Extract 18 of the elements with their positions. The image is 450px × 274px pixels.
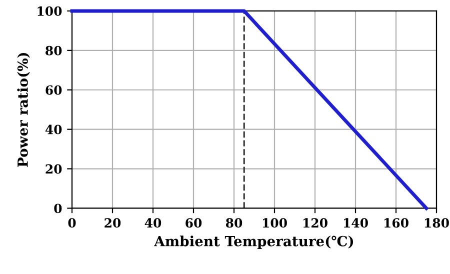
x-tick-label: 0: [68, 218, 76, 228]
y-tick-label: 80: [46, 46, 62, 56]
x-tick-label: 180: [424, 218, 449, 228]
y-tick-label: 20: [46, 164, 62, 174]
x-tick-label: 120: [303, 218, 328, 228]
x-axis-title: Ambient Temperature(℃): [154, 236, 354, 250]
x-tick-label: 80: [226, 218, 242, 228]
x-tick-label: 20: [104, 218, 121, 228]
y-tick-label: 40: [45, 124, 62, 134]
x-tick-label: 160: [384, 218, 408, 228]
x-tick-label: 60: [186, 218, 202, 228]
y-tick-label: 0: [54, 204, 62, 214]
x-tick-label: 100: [262, 218, 287, 228]
y-tick-label: 60: [46, 85, 62, 95]
x-tick-label: 40: [144, 218, 162, 228]
y-axis-title: Power ratio(%): [17, 52, 30, 167]
x-tick-label: 140: [344, 218, 368, 228]
y-tick-label: 100: [38, 6, 62, 16]
